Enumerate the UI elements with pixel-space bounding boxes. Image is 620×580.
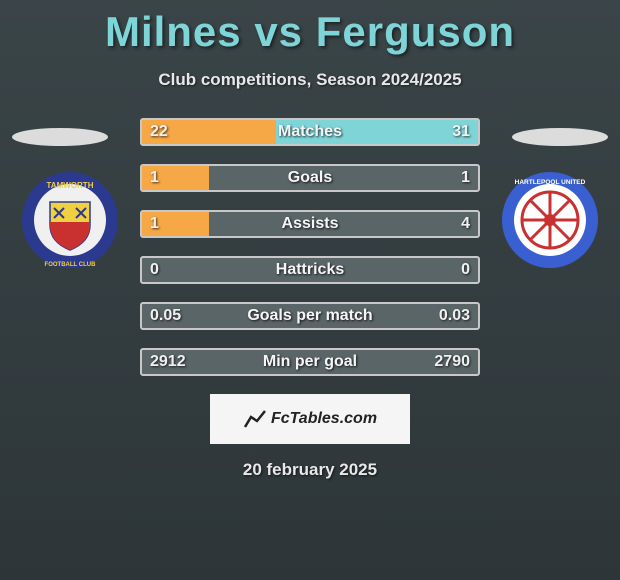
- stat-value-right: 1: [461, 169, 470, 187]
- stat-value-left: 2912: [150, 353, 186, 371]
- chart-icon: [243, 407, 267, 431]
- stat-row-goals-per-match: 0.05 Goals per match 0.03: [140, 302, 480, 330]
- page-title: Milnes vs Ferguson: [0, 0, 620, 56]
- footer-date: 20 february 2025: [0, 460, 620, 480]
- stat-label: Min per goal: [263, 353, 357, 371]
- stat-value-right: 4: [461, 215, 470, 233]
- stat-value-left: 0.05: [150, 307, 181, 325]
- stat-row-matches: 22 Matches 31: [140, 118, 480, 146]
- stat-value-right: 0: [461, 261, 470, 279]
- stat-label: Hattricks: [276, 261, 344, 279]
- stat-value-left: 1: [150, 215, 159, 233]
- stat-value-right: 2790: [434, 353, 470, 371]
- stat-label: Matches: [278, 123, 342, 141]
- stats-container: 22 Matches 31 1 Goals 1 1 Assists 4 0 Ha…: [0, 118, 620, 376]
- subtitle: Club competitions, Season 2024/2025: [0, 70, 620, 90]
- stat-row-min-per-goal: 2912 Min per goal 2790: [140, 348, 480, 376]
- brand-box: FcTables.com: [210, 394, 410, 444]
- stat-row-assists: 1 Assists 4: [140, 210, 480, 238]
- stat-label: Assists: [282, 215, 339, 233]
- stat-label: Goals: [288, 169, 332, 187]
- stat-value-left: 0: [150, 261, 159, 279]
- stat-value-right: 31: [452, 123, 470, 141]
- stat-row-hattricks: 0 Hattricks 0: [140, 256, 480, 284]
- stat-value-left: 1: [150, 169, 159, 187]
- stat-label: Goals per match: [247, 307, 372, 325]
- stat-value-right: 0.03: [439, 307, 470, 325]
- stat-row-goals: 1 Goals 1: [140, 164, 480, 192]
- stat-value-left: 22: [150, 123, 168, 141]
- brand-label: FcTables.com: [271, 410, 377, 428]
